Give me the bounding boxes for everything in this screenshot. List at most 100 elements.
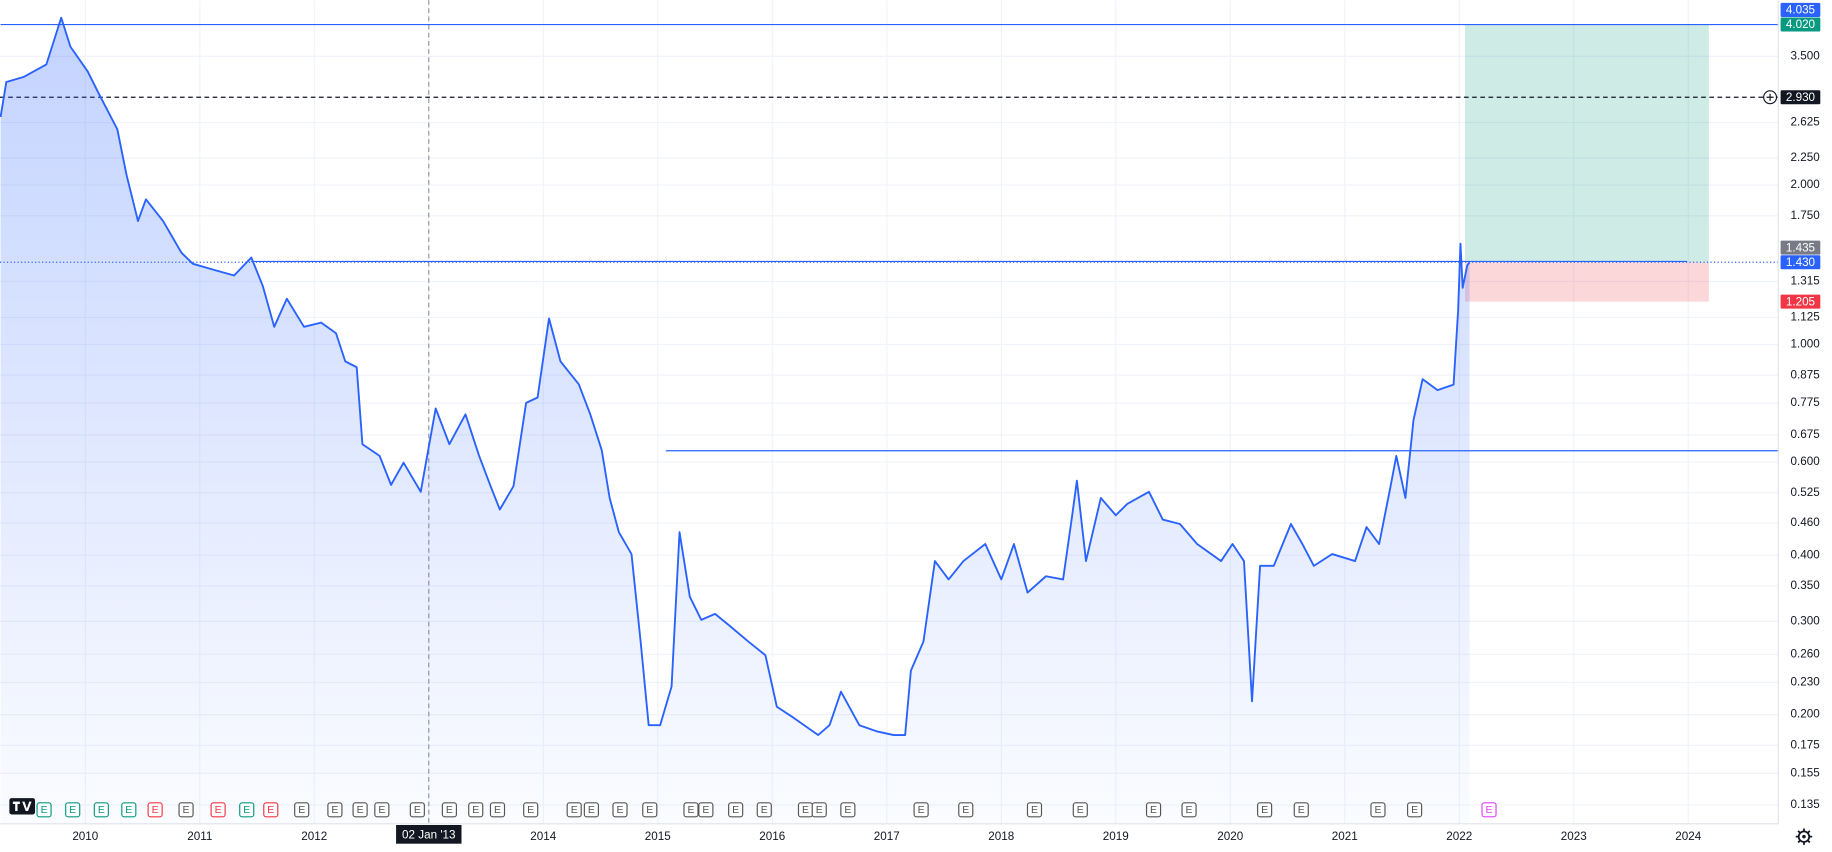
earnings-event: E xyxy=(1145,802,1162,818)
x-tick-label: 2016 xyxy=(759,830,785,843)
earnings-icon xyxy=(239,802,255,818)
y-tick-label: 1.125 xyxy=(1791,310,1820,323)
earnings-event: E xyxy=(374,802,390,818)
earnings-event: E xyxy=(1181,802,1197,818)
earnings-label: E xyxy=(446,804,453,816)
earnings-event: E xyxy=(210,802,226,818)
earnings-label: E xyxy=(125,804,132,816)
y-tick-label: 0.300 xyxy=(1791,614,1821,627)
earnings-event: E xyxy=(93,802,109,818)
earnings-event: E xyxy=(566,802,582,818)
y-tick-label: 0.260 xyxy=(1791,647,1821,660)
stop-zone xyxy=(1464,262,1709,302)
earnings-label: E xyxy=(588,804,595,816)
settings-icon[interactable] xyxy=(1795,828,1813,845)
price-badge xyxy=(1780,255,1821,270)
earnings-icon xyxy=(468,802,484,818)
earnings-event: E xyxy=(468,802,484,818)
earnings-icon xyxy=(409,802,425,818)
price-badge xyxy=(1780,17,1821,32)
earnings-event: E xyxy=(147,802,163,818)
earnings-label: E xyxy=(183,804,190,816)
earnings-icon xyxy=(1026,802,1043,818)
x-tick-label: 2024 xyxy=(1675,830,1701,843)
x-tick-label: 2023 xyxy=(1561,830,1587,843)
earnings-icon xyxy=(1370,802,1386,818)
y-tick-label: 0.175 xyxy=(1791,738,1820,751)
earnings-label: E xyxy=(962,804,969,816)
earnings-event: E xyxy=(327,802,343,818)
earnings-icon xyxy=(1257,802,1273,818)
earnings-label: E xyxy=(1186,804,1193,816)
target-zone xyxy=(1464,24,1709,263)
x-tick-label: 2020 xyxy=(1217,830,1243,843)
x-tick-label: 2010 xyxy=(72,830,98,843)
earnings-icon xyxy=(1293,802,1309,818)
x-tick-label: 2021 xyxy=(1332,830,1358,843)
earnings-event: E xyxy=(683,802,699,818)
earnings-icon xyxy=(36,802,52,818)
earnings-icon xyxy=(1145,802,1162,818)
earnings-event: E xyxy=(1481,802,1497,818)
earnings-label: E xyxy=(41,804,48,816)
earnings-icon xyxy=(374,802,390,818)
earnings-label: E xyxy=(646,804,653,816)
price-badge-label: 1.430 xyxy=(1786,256,1816,269)
earnings-label: E xyxy=(816,804,823,816)
earnings-icon xyxy=(642,802,658,818)
price-line-series xyxy=(0,16,1471,736)
x-tick-label: 2011 xyxy=(187,830,212,843)
y-tick-label: 1.750 xyxy=(1791,209,1821,222)
earnings-label: E xyxy=(378,804,385,816)
earnings-label: E xyxy=(1411,804,1418,816)
crosshair-time-badge xyxy=(396,824,462,844)
y-tick-label: 0.200 xyxy=(1791,708,1821,721)
earnings-event: E xyxy=(756,802,772,818)
price-badge-label: 4.035 xyxy=(1786,4,1815,17)
earnings-icon xyxy=(728,802,744,818)
earnings-label: E xyxy=(844,804,851,816)
y-tick-label: 0.155 xyxy=(1791,766,1820,779)
y-tick-label: 0.230 xyxy=(1791,676,1821,689)
earnings-event: E xyxy=(1293,802,1309,818)
crosshair-time-label: 02 Jan '13 xyxy=(402,829,455,842)
earnings-label: E xyxy=(1486,804,1493,816)
earnings-icon xyxy=(1481,802,1497,818)
earnings-event: E xyxy=(797,802,814,818)
x-tick-label: 2018 xyxy=(988,830,1014,843)
earnings-event: E xyxy=(1072,802,1088,818)
earnings-label: E xyxy=(1031,804,1038,816)
earnings-event: E xyxy=(583,802,599,818)
earnings-event: E xyxy=(811,802,827,818)
x-tick-label: 2019 xyxy=(1103,830,1129,843)
earnings-icon xyxy=(121,802,137,818)
y-tick-label: 0.460 xyxy=(1791,516,1821,529)
x-tick-label: 2022 xyxy=(1446,830,1472,843)
price-badge xyxy=(1780,90,1821,105)
earnings-label: E xyxy=(1298,804,1305,816)
earnings-icon xyxy=(147,802,163,818)
earnings-icon xyxy=(352,802,368,818)
y-tick-label: 0.525 xyxy=(1791,486,1820,499)
earnings-label: E xyxy=(571,804,578,816)
earnings-label: E xyxy=(761,804,768,816)
earnings-label: E xyxy=(527,804,534,816)
y-tick-label: 1.315 xyxy=(1791,275,1820,288)
earnings-label: E xyxy=(702,804,709,816)
earnings-icon xyxy=(263,802,279,818)
y-tick-label: 2.625 xyxy=(1791,116,1820,129)
earnings-label: E xyxy=(494,804,501,816)
earnings-icon xyxy=(294,802,310,818)
earnings-event: E xyxy=(1026,802,1043,818)
earnings-icon xyxy=(811,802,827,818)
earnings-icon xyxy=(93,802,109,818)
earnings-icon xyxy=(327,802,343,818)
earnings-event: E xyxy=(65,802,81,818)
tv-logo xyxy=(9,798,36,815)
earnings-label: E xyxy=(1077,804,1084,816)
earnings-label: E xyxy=(331,804,338,816)
earnings-event: E xyxy=(178,802,194,818)
earnings-event: E xyxy=(913,802,929,818)
